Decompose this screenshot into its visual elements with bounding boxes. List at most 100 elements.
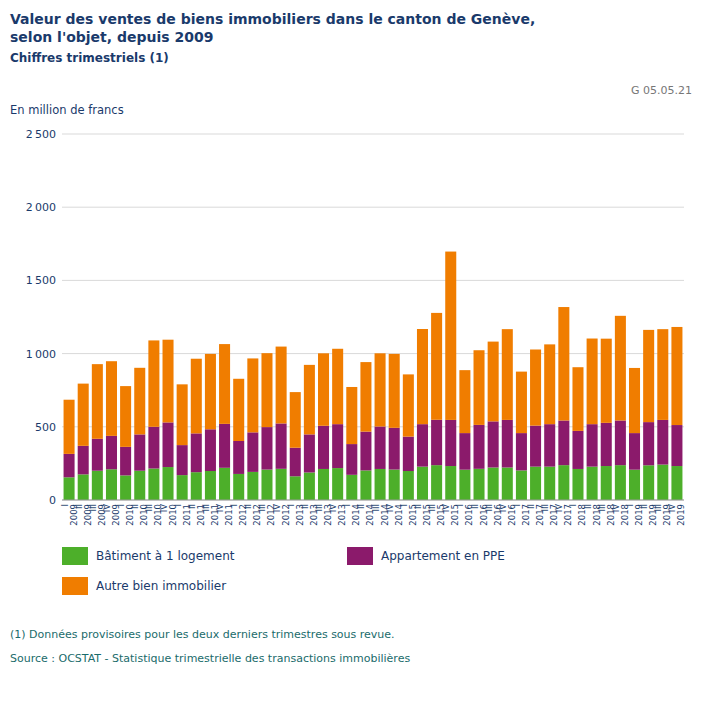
- bar-segment: [78, 384, 89, 446]
- bar-segment: [233, 379, 244, 441]
- bar-segment: [219, 344, 230, 424]
- bar-segment: [530, 467, 541, 500]
- bar-segment: [431, 465, 442, 500]
- bar-segment: [120, 475, 131, 500]
- bar-segment: [657, 465, 668, 500]
- bar-segment: [304, 365, 315, 435]
- bar-segment: [558, 307, 569, 420]
- title: Valeur des ventes de biens immobiliers d…: [10, 11, 535, 45]
- bar-segment: [346, 444, 357, 475]
- legend-label: Bâtiment à 1 logement: [96, 549, 235, 563]
- bar-segment: [106, 469, 117, 500]
- bar-segment: [544, 424, 555, 466]
- bar-segment: [290, 448, 301, 477]
- bar-segment: [247, 472, 258, 500]
- bar-segment: [587, 424, 598, 466]
- bar-segment: [601, 339, 612, 423]
- bar-segment: [643, 465, 654, 500]
- bar-segment: [474, 425, 485, 469]
- bar-segment: [403, 437, 414, 471]
- bar-segment: [360, 362, 371, 432]
- bar-segment: [332, 468, 343, 500]
- bar-segment: [544, 467, 555, 500]
- bar-segment: [120, 386, 131, 447]
- y-tick-label: 0: [49, 494, 56, 507]
- bar-segment: [629, 470, 640, 500]
- bar-segment: [417, 467, 428, 500]
- bar-segment: [671, 327, 682, 425]
- bar-segment: [544, 344, 555, 424]
- bar-segment: [346, 475, 357, 500]
- chart: Valeur des ventes de biens immobiliers d…: [0, 0, 702, 719]
- y-tick-label: 1 500: [26, 274, 56, 287]
- bar-segment: [120, 447, 131, 476]
- bar-segment: [177, 384, 188, 445]
- bar-segment: [360, 470, 371, 500]
- bar-segment: [92, 439, 103, 471]
- grid-line: [62, 280, 684, 281]
- bar-segment: [572, 469, 583, 500]
- bar-segment: [375, 427, 386, 469]
- title-line: selon l'objet, depuis 2009: [10, 29, 213, 45]
- y-tick-label: 2 000: [26, 201, 56, 214]
- bar-segment: [78, 474, 89, 500]
- footnote: (1) Données provisoires pour les deux de…: [10, 628, 395, 641]
- bar-segment: [290, 392, 301, 448]
- bar-segment: [389, 470, 400, 500]
- bar-segment: [261, 353, 272, 427]
- legend-label: Autre bien immobilier: [96, 579, 226, 593]
- footnote: Source : OCSTAT - Statistique trimestrie…: [10, 652, 410, 665]
- grid-line: [62, 500, 684, 501]
- y-tick-label: 1 000: [26, 348, 56, 361]
- bar-segment: [205, 429, 216, 471]
- bar-segment: [219, 468, 230, 500]
- bar-segment: [233, 441, 244, 474]
- bar-segment: [502, 329, 513, 420]
- bar-segment: [657, 329, 668, 420]
- bar-segment: [163, 340, 174, 423]
- bar-segment: [304, 434, 315, 472]
- bar-segment: [502, 420, 513, 468]
- legend: Bâtiment à 1 logement Appartement en PPE A…: [62, 547, 505, 595]
- bar-segment: [64, 400, 75, 454]
- series-bars: [64, 420, 683, 478]
- bar-segment: [431, 420, 442, 465]
- bar-segment: [64, 477, 75, 500]
- bar-segment: [332, 424, 343, 468]
- bar-segment: [558, 421, 569, 466]
- bar-segment: [219, 424, 230, 468]
- reference-code: G 05.05.21: [631, 84, 692, 97]
- bar-segment: [530, 350, 541, 426]
- bar-segment: [276, 469, 287, 500]
- bar-segment: [629, 433, 640, 470]
- bar-segment: [134, 471, 145, 500]
- bar-segment: [445, 252, 456, 420]
- bar-segment: [572, 367, 583, 431]
- bar-segment: [148, 340, 159, 426]
- bar-segment: [318, 469, 329, 500]
- bar-segment: [106, 361, 117, 436]
- bar-segment: [516, 433, 527, 470]
- bar-segment: [587, 339, 598, 425]
- legend-label: Appartement en PPE: [381, 549, 505, 563]
- x-tick-label: IV2019: [667, 504, 686, 526]
- bar-segment: [615, 465, 626, 500]
- bar-segment: [360, 432, 371, 471]
- bar-segment: [403, 374, 414, 436]
- grid-line: [62, 207, 684, 208]
- title-line: Valeur des ventes de biens immobiliers d…: [10, 11, 535, 27]
- bar-segment: [474, 469, 485, 500]
- bar-segment: [290, 476, 301, 500]
- bar-segment: [148, 469, 159, 500]
- bar-segment: [417, 424, 428, 466]
- bar-segment: [177, 445, 188, 475]
- bar-segment: [92, 471, 103, 500]
- legend-swatch: [62, 577, 88, 595]
- subtitle: Chiffres trimestriels (1): [10, 51, 169, 65]
- bar-segment: [558, 465, 569, 500]
- bar-segment: [488, 467, 499, 500]
- bar-segment: [247, 358, 258, 432]
- bar-segment: [163, 422, 174, 467]
- bar-segment: [474, 350, 485, 425]
- bar-segment: [516, 470, 527, 500]
